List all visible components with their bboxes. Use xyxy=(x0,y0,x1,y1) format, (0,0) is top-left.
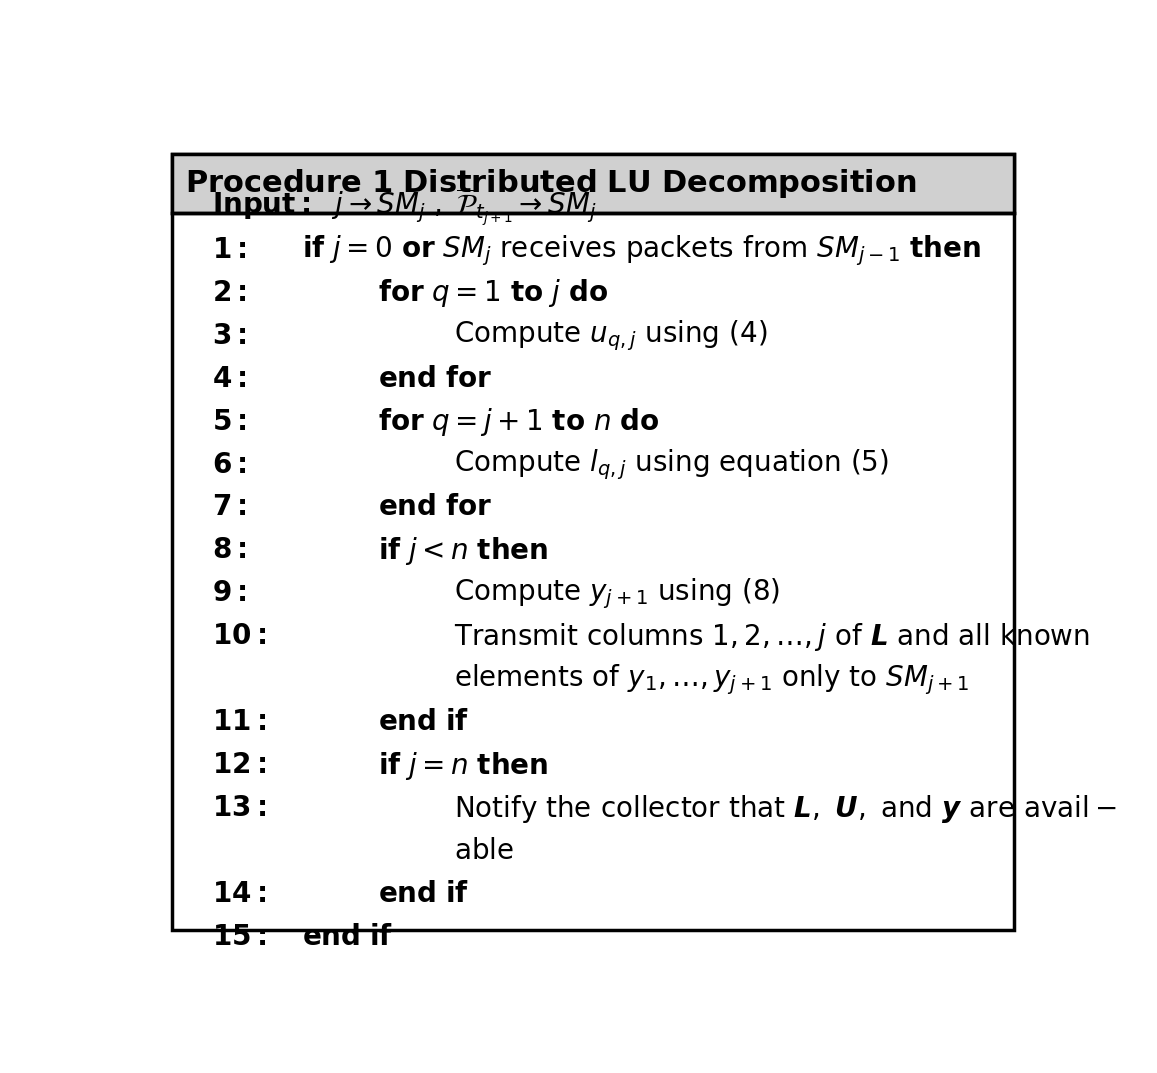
Text: $\mathbf{Input:}\ \ j \rightarrow SM_j\ ,\ \overline{\mathcal{P}}_{t_{j+1}} \rig: $\mathbf{Input:}\ \ j \rightarrow SM_j\ … xyxy=(212,187,597,227)
Text: $\mathrm{elements\ of}\ y_1, \ldots, y_{j+1}\ \mathrm{only\ to}\ SM_{j+1}$: $\mathrm{elements\ of}\ y_1, \ldots, y_{… xyxy=(454,662,970,697)
Text: $\mathbf{9:}$: $\mathbf{9:}$ xyxy=(212,580,246,607)
Text: $\mathbf{6:}$: $\mathbf{6:}$ xyxy=(212,452,246,479)
Text: $\mathrm{able}$: $\mathrm{able}$ xyxy=(454,838,514,865)
Text: $\mathbf{8:}$: $\mathbf{8:}$ xyxy=(212,538,246,564)
Text: $\mathbf{end\ if}$: $\mathbf{end\ if}$ xyxy=(377,709,469,736)
Text: $\mathbf{Procedure\ 1\ Distributed\ LU\ Decomposition}$: $\mathbf{Procedure\ 1\ Distributed\ LU\ … xyxy=(185,166,916,200)
Text: $\mathbf{end\ for}$: $\mathbf{end\ for}$ xyxy=(377,495,492,521)
Text: $\mathbf{3:}$: $\mathbf{3:}$ xyxy=(212,323,246,350)
Text: $\mathrm{Compute}\ y_{j+1}\ \mathrm{using\ (8)}$: $\mathrm{Compute}\ y_{j+1}\ \mathrm{usin… xyxy=(454,576,780,612)
Text: $\mathbf{1:}$: $\mathbf{1:}$ xyxy=(212,237,246,264)
Text: $\mathbf{for}\ q = j+1\ \mathbf{to}\ n\ \mathbf{do}$: $\mathbf{for}\ q = j+1\ \mathbf{to}\ n\ … xyxy=(377,406,659,438)
Text: $\mathbf{14:}$: $\mathbf{14:}$ xyxy=(212,881,266,908)
Text: $\mathbf{end\ if}$: $\mathbf{end\ if}$ xyxy=(377,881,469,908)
Text: $\mathrm{Notify\ the\ collector\ that}\ \boldsymbol{L},\ \boldsymbol{U}\mathrm{,: $\mathrm{Notify\ the\ collector\ that}\ … xyxy=(454,793,1117,825)
Bar xyxy=(171,153,1015,214)
Text: $\mathbf{2:}$: $\mathbf{2:}$ xyxy=(212,280,246,307)
Text: $\mathbf{end\ if}$: $\mathbf{end\ if}$ xyxy=(302,924,393,951)
Text: $\mathbf{4:}$: $\mathbf{4:}$ xyxy=(212,366,246,393)
Text: $\mathbf{12:}$: $\mathbf{12:}$ xyxy=(212,752,266,779)
Text: $\mathbf{15:}$: $\mathbf{15:}$ xyxy=(212,924,266,951)
Text: $\mathbf{if}\ j < n\ \mathbf{then}$: $\mathbf{if}\ j < n\ \mathbf{then}$ xyxy=(377,535,548,567)
Text: $\mathrm{Compute}\ l_{q,j}\ \mathrm{using\ equation\ (5)}$: $\mathrm{Compute}\ l_{q,j}\ \mathrm{usin… xyxy=(454,447,889,483)
Text: $\mathbf{13:}$: $\mathbf{13:}$ xyxy=(212,795,266,822)
Text: $\mathbf{11:}$: $\mathbf{11:}$ xyxy=(212,709,266,736)
Text: $\mathbf{7:}$: $\mathbf{7:}$ xyxy=(212,495,246,521)
Text: $\mathbf{if}\ j = n\ \mathbf{then}$: $\mathbf{if}\ j = n\ \mathbf{then}$ xyxy=(377,750,548,782)
Text: $\mathbf{10:}$: $\mathbf{10:}$ xyxy=(212,623,266,650)
Text: $\mathbf{end\ for}$: $\mathbf{end\ for}$ xyxy=(377,366,492,393)
Text: $\mathbf{5:}$: $\mathbf{5:}$ xyxy=(212,409,246,436)
Text: $\mathrm{Transmit\ columns}\ 1, 2, \ldots, j\ \mathrm{of}\ \boldsymbol{L}\ \math: $\mathrm{Transmit\ columns}\ 1, 2, \ldot… xyxy=(454,621,1090,652)
Text: $\mathrm{Compute}\ u_{q,j}\ \mathrm{using\ (4)}$: $\mathrm{Compute}\ u_{q,j}\ \mathrm{usin… xyxy=(454,319,767,353)
Text: $\mathbf{for}\ q = 1\ \mathbf{to}\ j\ \mathbf{do}$: $\mathbf{for}\ q = 1\ \mathbf{to}\ j\ \m… xyxy=(377,277,607,309)
Text: $\mathbf{if}\ j = 0\ \mathbf{or}\ SM_j\ \mathrm{receives\ packets\ from}\ SM_{j-: $\mathbf{if}\ j = 0\ \mathbf{or}\ SM_j\ … xyxy=(302,233,981,267)
